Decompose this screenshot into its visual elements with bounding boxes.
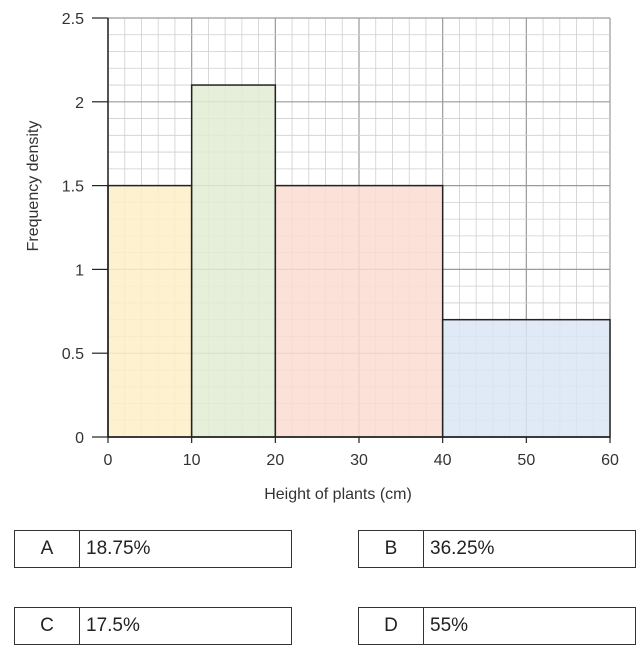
y-tick-label: 1 bbox=[75, 262, 84, 279]
y-tick-label: 0.5 bbox=[62, 346, 84, 363]
option-value: 17.5% bbox=[86, 615, 140, 636]
y-tick-label: 0 bbox=[75, 430, 84, 447]
x-tick-label: 30 bbox=[350, 452, 368, 469]
option-c[interactable]: C 17.5% bbox=[14, 607, 292, 645]
y-axis-title: Frequency density bbox=[25, 121, 42, 252]
x-tick-label: 60 bbox=[601, 452, 619, 469]
axes bbox=[92, 17, 611, 443]
option-letter: D bbox=[359, 608, 424, 644]
tick-labels: 0 10 20 30 40 50 60 0 0.5 1 1.5 2 2.5 bbox=[62, 11, 619, 469]
y-tick-label: 2.5 bbox=[62, 11, 84, 28]
histogram-bar bbox=[274, 184, 444, 438]
histogram-bar bbox=[107, 184, 193, 438]
option-letter: A bbox=[15, 531, 80, 567]
x-tick-label: 50 bbox=[517, 452, 535, 469]
x-tick-label: 20 bbox=[266, 452, 284, 469]
option-b[interactable]: B 36.25% bbox=[358, 530, 636, 568]
x-tick-label: 10 bbox=[183, 452, 201, 469]
option-d[interactable]: D 55% bbox=[358, 607, 636, 645]
x-axis-title: Height of plants (cm) bbox=[264, 486, 412, 503]
histogram-chart: 0 10 20 30 40 50 60 0 0.5 1 1.5 2 2.5 Height of plan… bbox=[25, 11, 619, 503]
option-letter: B bbox=[359, 531, 424, 567]
y-tick-label: 1.5 bbox=[62, 179, 84, 196]
histogram-bar bbox=[190, 84, 277, 438]
option-a[interactable]: A 18.75% bbox=[14, 530, 292, 568]
option-letter: C bbox=[15, 608, 80, 644]
histogram-bar bbox=[441, 318, 611, 438]
option-value: 36.25% bbox=[430, 538, 495, 559]
option-value: 55% bbox=[430, 615, 469, 636]
x-tick-label: 40 bbox=[434, 452, 452, 469]
y-tick-label: 2 bbox=[75, 95, 84, 112]
option-value: 18.75% bbox=[86, 538, 151, 559]
bars bbox=[107, 84, 611, 438]
x-tick-label: 0 bbox=[104, 452, 113, 469]
